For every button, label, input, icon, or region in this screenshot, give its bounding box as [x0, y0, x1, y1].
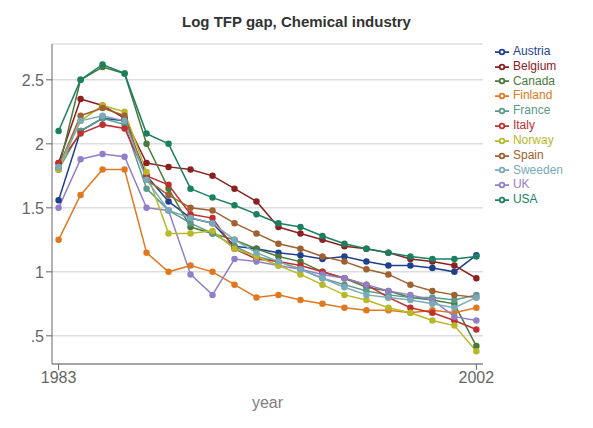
html-text:Austria: Austria	[513, 44, 551, 58]
html-text:Finland: Finland	[513, 88, 553, 103]
svg-text:2002: 2002	[459, 369, 495, 386]
html-text:UK: UK	[513, 177, 530, 192]
svg-text:1: 1	[35, 264, 44, 281]
svg-text:1983: 1983	[41, 369, 77, 386]
svg-text:2: 2	[35, 136, 44, 153]
svg-text:year: year	[252, 394, 284, 411]
svg-text:1.5: 1.5	[22, 200, 44, 217]
html-text:Italy: Italy	[513, 118, 535, 133]
svg-text:2.5: 2.5	[22, 72, 44, 89]
html-text:Norway: Norway	[513, 133, 554, 147]
html-text:France: France	[513, 103, 551, 118]
html-text:Canada: Canada	[513, 73, 555, 88]
svg-text:.5: .5	[31, 328, 44, 345]
html-text:Log TFP gap, Chemical industry: Log TFP gap, Chemical industry	[182, 13, 411, 30]
html-text:Spain: Spain	[513, 147, 544, 162]
html-text:USA: USA	[513, 192, 538, 207]
html-text:Belgium: Belgium	[513, 58, 557, 73]
html-text:Sweeden: Sweeden	[513, 162, 563, 177]
